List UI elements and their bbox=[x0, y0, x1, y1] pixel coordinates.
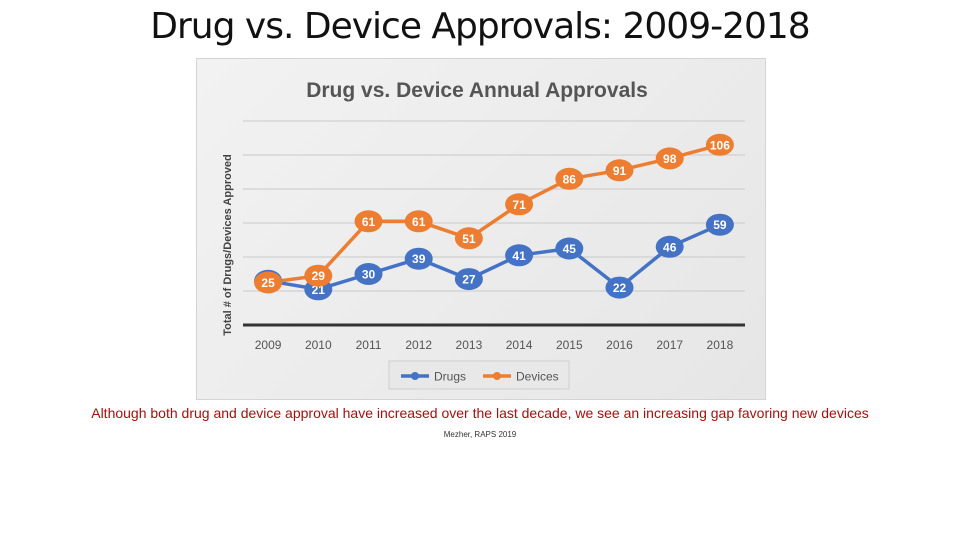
devices-data-label: 29 bbox=[312, 269, 326, 283]
drugs-data-label: 46 bbox=[663, 240, 677, 254]
devices-data-point bbox=[605, 159, 634, 182]
devices-data-label: 25 bbox=[261, 276, 275, 290]
y-axis-label: Total # of Drugs/Devices Approved bbox=[222, 154, 234, 336]
devices-data-label: 86 bbox=[563, 172, 577, 186]
x-tick-label: 2009 bbox=[255, 338, 282, 352]
drugs-data-label: 22 bbox=[613, 281, 627, 295]
drugs-data-point bbox=[705, 213, 734, 236]
drugs-data-label: 39 bbox=[412, 252, 426, 266]
devices-data-label: 98 bbox=[663, 152, 677, 166]
x-tick-label: 2015 bbox=[556, 338, 583, 352]
devices-data-point bbox=[655, 147, 684, 170]
devices-data-label: 106 bbox=[710, 138, 730, 152]
drugs-data-point bbox=[555, 237, 584, 260]
drugs-data-point bbox=[354, 263, 383, 285]
x-tick-label: 2012 bbox=[405, 338, 432, 352]
devices-data-label: 71 bbox=[512, 198, 526, 212]
x-tick-label: 2013 bbox=[456, 338, 483, 352]
drugs-data-point bbox=[605, 276, 634, 299]
devices-data-point bbox=[404, 210, 433, 233]
devices-data-point bbox=[354, 210, 383, 233]
x-tick-label: 2016 bbox=[606, 338, 633, 352]
drugs-legend-marker bbox=[411, 372, 419, 380]
x-tick-label: 2014 bbox=[506, 338, 533, 352]
devices-legend-marker bbox=[493, 372, 501, 380]
x-tick-label: 2018 bbox=[707, 338, 734, 352]
devices-data-label: 61 bbox=[412, 215, 426, 229]
devices-data-label: 61 bbox=[362, 215, 376, 229]
drugs-data-point bbox=[404, 247, 433, 270]
devices-data-point bbox=[555, 167, 584, 190]
drugs-legend-label: Drugs bbox=[434, 370, 466, 384]
devices-legend-label: Devices bbox=[516, 370, 559, 384]
drugs-data-label: 30 bbox=[362, 268, 376, 282]
drugs-series-line bbox=[267, 223, 721, 292]
devices-data-label: 51 bbox=[462, 232, 476, 246]
chart-frame: Drug vs. Device Annual Approvals Total #… bbox=[196, 58, 766, 400]
slide-title: Drug vs. Device Approvals: 2009-2018 bbox=[150, 6, 810, 47]
source-citation: Mezher, RAPS 2019 bbox=[443, 430, 517, 439]
devices-series-line bbox=[267, 143, 721, 285]
drugs-data-point bbox=[505, 244, 534, 267]
devices-data-label: 91 bbox=[613, 164, 627, 178]
drugs-data-label: 27 bbox=[462, 273, 476, 287]
line-chart: Drug vs. Device Annual Approvals Total #… bbox=[222, 79, 745, 390]
x-tick-label: 2017 bbox=[656, 338, 683, 352]
drugs-data-point bbox=[655, 235, 684, 258]
drugs-data-label: 45 bbox=[563, 242, 577, 256]
devices-data-point bbox=[505, 193, 534, 216]
x-tick-label: 2011 bbox=[356, 338, 382, 352]
chart-caption: Although both drug and device approval h… bbox=[91, 405, 869, 421]
devices-data-point bbox=[705, 133, 734, 156]
chart-title: Drug vs. Device Annual Approvals bbox=[306, 79, 648, 102]
drugs-data-label: 59 bbox=[713, 218, 727, 232]
devices-data-point bbox=[254, 271, 283, 294]
devices-data-point bbox=[304, 264, 333, 287]
drugs-data-point bbox=[454, 268, 483, 291]
x-tick-label: 2010 bbox=[305, 338, 332, 352]
devices-data-point bbox=[454, 227, 483, 250]
drugs-data-label: 41 bbox=[512, 249, 526, 263]
